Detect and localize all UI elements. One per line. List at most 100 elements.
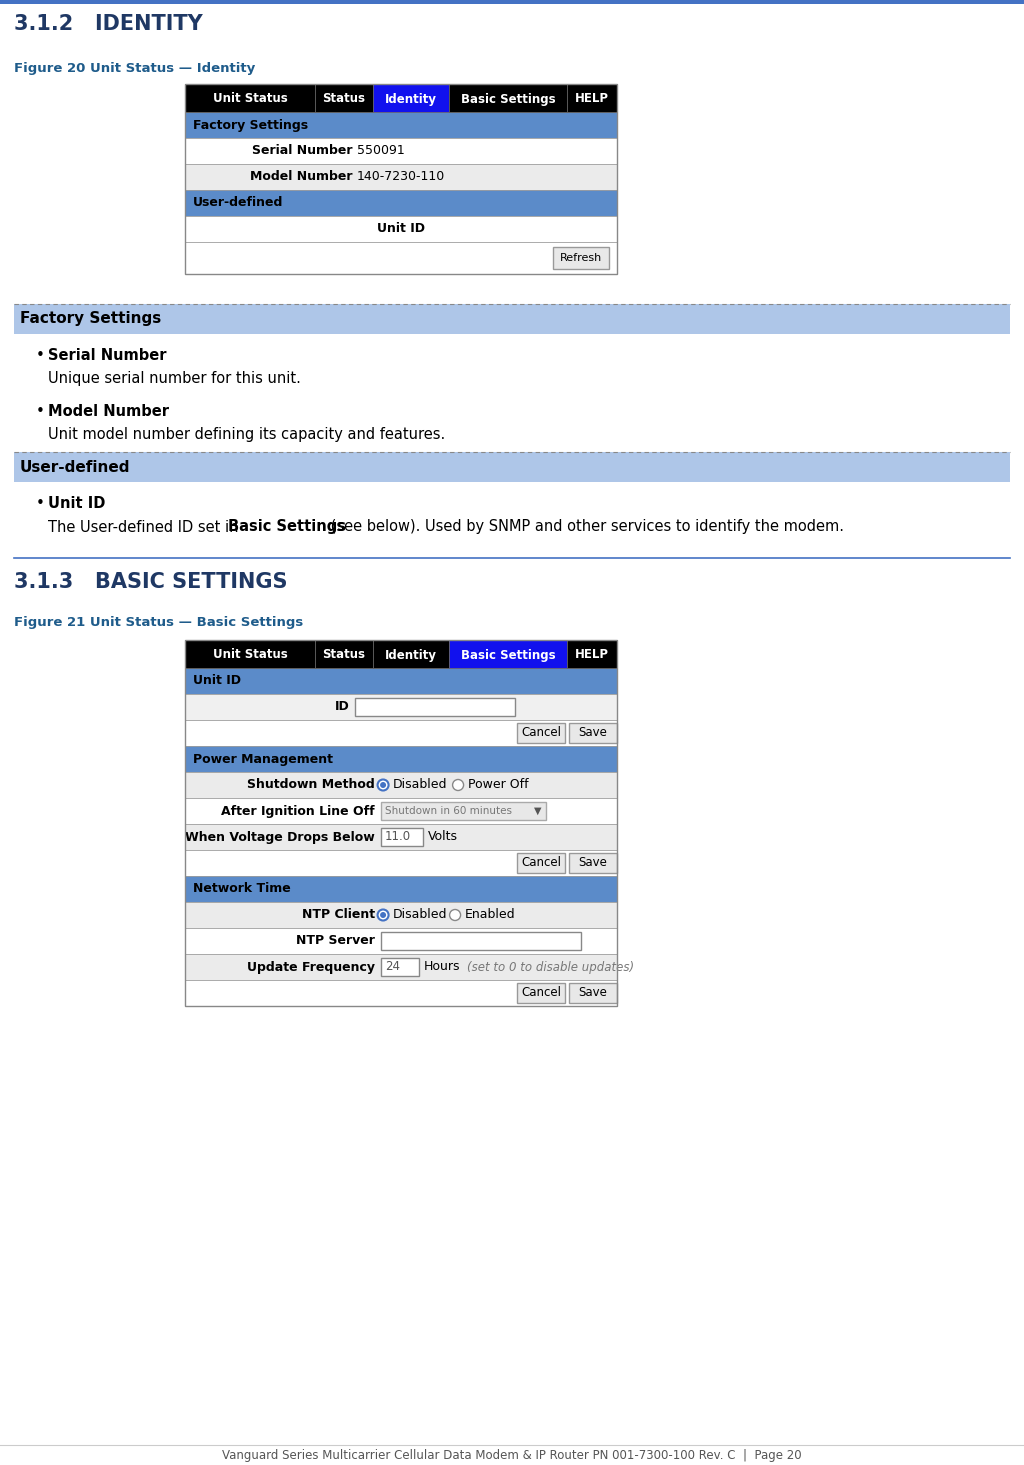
Text: Unique serial number for this unit.: Unique serial number for this unit. bbox=[48, 372, 301, 387]
Text: •: • bbox=[36, 497, 45, 511]
Bar bbox=[381, 932, 581, 949]
Text: 3.1.3   BASIC SETTINGS: 3.1.3 BASIC SETTINGS bbox=[14, 571, 288, 592]
Text: Factory Settings: Factory Settings bbox=[20, 312, 161, 327]
Text: After Ignition Line Off: After Ignition Line Off bbox=[221, 804, 375, 817]
Text: Shutdown Method: Shutdown Method bbox=[248, 778, 375, 791]
Bar bbox=[569, 724, 617, 743]
Text: ID: ID bbox=[335, 700, 349, 713]
Text: HELP: HELP bbox=[575, 92, 609, 105]
Text: User-defined: User-defined bbox=[193, 196, 284, 209]
Text: Cancel: Cancel bbox=[521, 857, 561, 870]
Bar bbox=[185, 190, 617, 215]
Bar bbox=[315, 640, 373, 668]
Text: Enabled: Enabled bbox=[465, 908, 516, 921]
Text: Cancel: Cancel bbox=[521, 986, 561, 999]
Bar bbox=[373, 640, 449, 668]
Bar bbox=[381, 828, 423, 845]
Text: Unit Status: Unit Status bbox=[213, 649, 288, 662]
Text: ▼: ▼ bbox=[535, 806, 542, 816]
Bar bbox=[185, 850, 617, 876]
Bar bbox=[381, 801, 546, 820]
Text: Identity: Identity bbox=[385, 649, 437, 662]
Text: Basic Settings: Basic Settings bbox=[461, 92, 555, 105]
Text: Shutdown in 60 minutes: Shutdown in 60 minutes bbox=[385, 806, 512, 816]
Text: 11.0: 11.0 bbox=[385, 831, 412, 844]
Text: Power Off: Power Off bbox=[468, 778, 528, 791]
Circle shape bbox=[453, 779, 464, 791]
Text: Unit ID: Unit ID bbox=[48, 497, 105, 511]
Bar bbox=[185, 111, 617, 138]
Bar bbox=[185, 746, 617, 772]
Bar bbox=[185, 84, 315, 111]
Text: Unit Status: Unit Status bbox=[213, 92, 288, 105]
Bar bbox=[569, 983, 617, 1004]
Text: (see below). Used by SNMP and other services to identify the modem.: (see below). Used by SNMP and other serv… bbox=[326, 520, 844, 535]
Bar bbox=[381, 958, 419, 976]
Bar bbox=[449, 84, 567, 111]
Bar bbox=[185, 164, 617, 190]
Bar bbox=[0, 0, 1024, 4]
Bar bbox=[185, 242, 617, 274]
Bar bbox=[569, 853, 617, 873]
Bar bbox=[14, 453, 1010, 482]
Bar bbox=[185, 902, 617, 927]
Bar bbox=[185, 772, 617, 798]
Circle shape bbox=[378, 779, 388, 791]
Text: Power Management: Power Management bbox=[193, 753, 333, 766]
Text: 3.1.2   IDENTITY: 3.1.2 IDENTITY bbox=[14, 15, 203, 34]
Text: Model Number: Model Number bbox=[251, 170, 353, 183]
Text: Status: Status bbox=[323, 92, 366, 105]
Text: Identity: Identity bbox=[385, 92, 437, 105]
Text: 140-7230-110: 140-7230-110 bbox=[357, 170, 445, 183]
Text: Unit ID: Unit ID bbox=[193, 674, 241, 687]
Bar bbox=[185, 138, 617, 164]
Bar bbox=[185, 84, 617, 274]
Text: Volts: Volts bbox=[428, 831, 458, 844]
Bar bbox=[185, 876, 617, 902]
Bar bbox=[185, 694, 617, 719]
Bar bbox=[553, 248, 609, 270]
Circle shape bbox=[380, 913, 386, 919]
Text: NTP Client: NTP Client bbox=[302, 908, 375, 921]
Bar bbox=[185, 980, 617, 1006]
Bar bbox=[185, 640, 315, 668]
Circle shape bbox=[378, 910, 388, 920]
Text: Save: Save bbox=[579, 857, 607, 870]
Bar bbox=[14, 305, 1010, 334]
Bar bbox=[185, 798, 617, 823]
Text: NTP Server: NTP Server bbox=[296, 935, 375, 948]
Text: Serial Number: Serial Number bbox=[48, 349, 167, 363]
Bar bbox=[517, 983, 565, 1004]
Text: Network Time: Network Time bbox=[193, 882, 291, 895]
Bar bbox=[567, 84, 617, 111]
Bar bbox=[185, 640, 617, 1006]
Text: Model Number: Model Number bbox=[48, 404, 169, 419]
Bar bbox=[567, 640, 617, 668]
Bar bbox=[185, 823, 617, 850]
Text: Vanguard Series Multicarrier Cellular Data Modem & IP Router PN 001-7300-100 Rev: Vanguard Series Multicarrier Cellular Da… bbox=[222, 1449, 802, 1462]
Circle shape bbox=[450, 910, 461, 920]
Text: (set to 0 to disable updates): (set to 0 to disable updates) bbox=[467, 961, 634, 974]
Text: Save: Save bbox=[579, 986, 607, 999]
Bar bbox=[185, 927, 617, 954]
Text: HELP: HELP bbox=[575, 649, 609, 662]
Text: Update Frequency: Update Frequency bbox=[247, 961, 375, 974]
Text: Disabled: Disabled bbox=[393, 778, 447, 791]
Text: Unit ID: Unit ID bbox=[377, 223, 425, 236]
Bar bbox=[355, 697, 515, 716]
Bar bbox=[185, 954, 617, 980]
Text: Factory Settings: Factory Settings bbox=[193, 119, 308, 132]
Bar bbox=[185, 215, 617, 242]
Text: Cancel: Cancel bbox=[521, 727, 561, 740]
Text: User-defined: User-defined bbox=[20, 460, 130, 475]
Bar bbox=[185, 719, 617, 746]
Bar bbox=[517, 853, 565, 873]
Text: Figure 20 Unit Status — Identity: Figure 20 Unit Status — Identity bbox=[14, 62, 255, 75]
Text: Serial Number: Serial Number bbox=[253, 145, 353, 158]
Text: Status: Status bbox=[323, 649, 366, 662]
Text: The User-defined ID set in: The User-defined ID set in bbox=[48, 520, 243, 535]
Text: When Voltage Drops Below: When Voltage Drops Below bbox=[185, 831, 375, 844]
Bar bbox=[449, 640, 567, 668]
Text: Unit model number defining its capacity and features.: Unit model number defining its capacity … bbox=[48, 428, 445, 442]
Circle shape bbox=[380, 782, 386, 788]
